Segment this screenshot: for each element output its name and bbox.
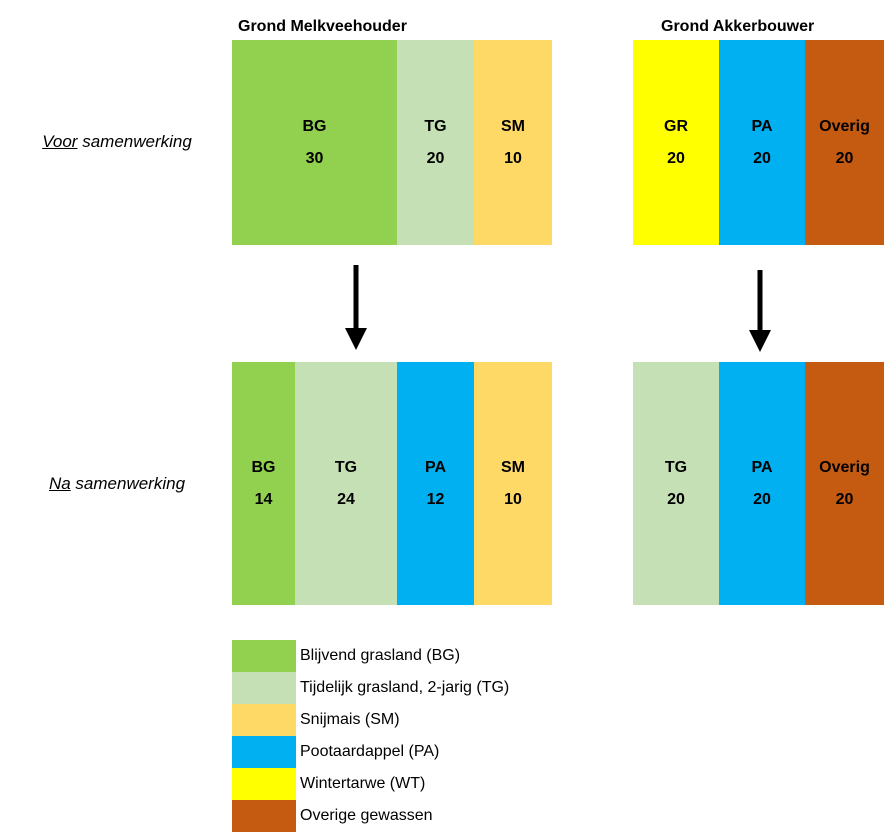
segment-code: PA [751,458,773,476]
segment-code: SM [501,458,525,476]
legend-swatch [232,800,296,832]
row-label: Na samenwerking [22,474,212,494]
segment: Overig 20 [805,362,884,605]
legend-text: Blijvend grasland (BG) [300,647,461,664]
legend-text: Tijdelijk grasland, 2-jarig (TG) [300,679,510,696]
header-right: Grond Akkerbouwer [661,18,815,35]
segment-value: 30 [305,149,324,167]
segment: BG 14 [232,362,295,605]
segment-value: 20 [667,149,685,167]
legend-text: Overige gewassen [300,807,433,824]
row-label-rest: samenwerking [82,132,192,151]
legend-text: Pootaardappel (PA) [300,743,440,760]
segment: SM 10 [474,362,552,605]
legend-text: Wintertarwe (WT) [300,775,426,792]
segment-code: PA [424,458,447,476]
row-label: Voor samenwerking [22,132,212,152]
segment-value: 20 [835,490,854,508]
segment: TG 24 [295,362,397,605]
legend-swatch [232,672,296,704]
segment: TG 20 [397,40,474,245]
segment-code: BG [251,458,276,476]
segment-value: 14 [254,490,273,508]
segment: GR 20 [633,40,719,245]
segment-value: 24 [337,490,355,508]
segment-value: 20 [667,490,685,508]
legend-swatch [232,640,296,672]
segment: TG 20 [633,362,719,605]
arrow-head [345,328,367,350]
segment-value: 20 [835,149,854,167]
segment-value: 20 [426,149,445,167]
segment: PA 20 [719,40,805,245]
segment: PA 20 [719,362,805,605]
legend-swatch [232,768,296,800]
segment-code: PA [751,117,773,135]
segment-code: SM [501,117,525,135]
segment-value: 20 [753,149,771,167]
segment-value: 10 [504,490,522,508]
segment-code: TG [334,458,358,476]
segment: PA 12 [397,362,474,605]
header-left: Grond Melkveehouder [238,18,407,35]
legend-swatch [232,736,296,768]
segment-code: Overig [819,458,870,476]
segment-value: 10 [504,149,522,167]
legend-swatch [232,704,296,736]
segment-code: TG [664,458,688,476]
segment-value: 20 [753,490,771,508]
segment-code: Overig [819,117,870,135]
row-label-underlined: Na [48,474,71,493]
segment-code: GR [664,117,688,135]
segment: Overig 20 [805,40,884,245]
row-label-rest: samenwerking [75,474,186,493]
legend-text: Snijmais (SM) [300,711,400,728]
arrow-head [749,330,771,352]
row-label-underlined: Voor [42,132,78,151]
segment: SM 10 [474,40,552,245]
segment-code: BG [302,117,327,135]
segment-code: TG [424,117,447,135]
segment-value: 12 [426,490,445,508]
segment: BG 30 [232,40,397,245]
